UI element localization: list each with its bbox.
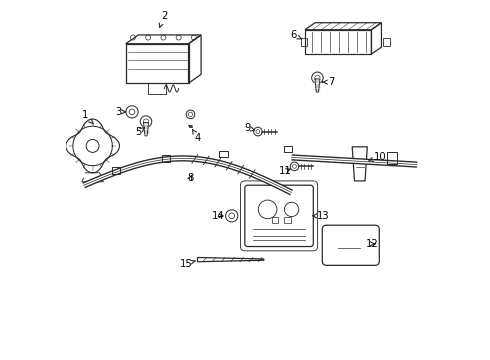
- Polygon shape: [144, 123, 148, 136]
- Text: 11: 11: [279, 166, 292, 176]
- Bar: [301, 38, 307, 46]
- Bar: [387, 152, 397, 164]
- Text: 14: 14: [212, 211, 224, 221]
- Text: 4: 4: [193, 130, 201, 143]
- Text: 10: 10: [368, 152, 386, 162]
- Text: 13: 13: [313, 211, 329, 221]
- Bar: [148, 83, 166, 94]
- Bar: [284, 145, 293, 152]
- Polygon shape: [315, 79, 320, 92]
- Text: 12: 12: [366, 239, 379, 249]
- Text: 3: 3: [116, 107, 125, 117]
- Text: 2: 2: [159, 11, 168, 27]
- Bar: [285, 217, 291, 223]
- Bar: [162, 155, 171, 162]
- Bar: [112, 167, 120, 174]
- Text: 15: 15: [179, 258, 195, 269]
- Text: 7: 7: [322, 77, 334, 87]
- Polygon shape: [189, 126, 192, 127]
- Bar: [219, 151, 228, 157]
- Text: 6: 6: [290, 30, 302, 40]
- Bar: [272, 217, 278, 223]
- Text: 1: 1: [82, 111, 93, 124]
- Text: 8: 8: [187, 173, 194, 183]
- Text: 9: 9: [245, 123, 255, 133]
- Bar: [383, 38, 390, 46]
- Text: 5: 5: [135, 127, 145, 137]
